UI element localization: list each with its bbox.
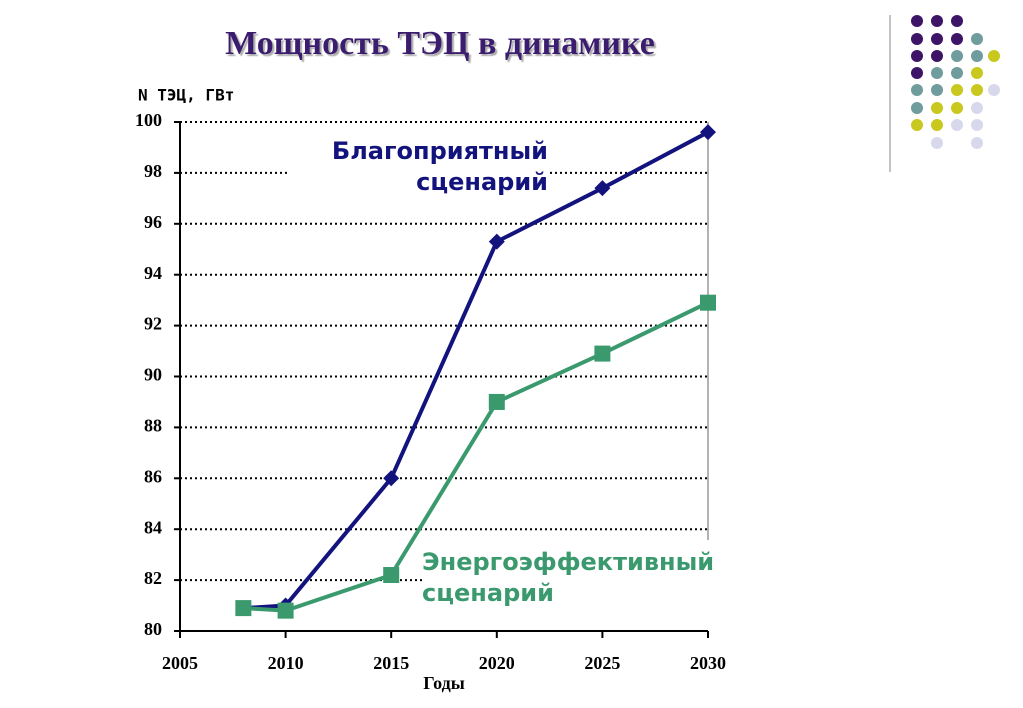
point xyxy=(700,294,716,311)
y-tick-label: 80 xyxy=(144,619,162,639)
y-tick-label: 90 xyxy=(144,365,162,385)
x-tick-label: 2030 xyxy=(690,653,726,673)
y-tick-label: 84 xyxy=(144,517,162,537)
x-axis-label: Годы xyxy=(423,673,465,693)
x-tick-label: 2005 xyxy=(162,653,198,673)
point xyxy=(594,180,611,197)
point xyxy=(277,602,294,619)
x-tick-label: 2010 xyxy=(268,653,304,673)
point xyxy=(488,393,505,410)
decor-dots xyxy=(911,15,1000,149)
y-tick-label: 96 xyxy=(144,212,162,232)
series-annotation: Энергоэффективный сценарий xyxy=(422,547,762,609)
x-tick-label: 2020 xyxy=(479,653,515,673)
point xyxy=(383,470,400,487)
y-tick-label: 94 xyxy=(144,263,162,283)
point xyxy=(488,233,505,250)
y-tick-label: 92 xyxy=(144,314,162,334)
point xyxy=(235,600,252,617)
series-annotation: Благоприятный сценарий xyxy=(288,136,548,198)
chart-title: Мощность ТЭЦ в динамике xyxy=(225,25,655,62)
point xyxy=(383,567,400,584)
point xyxy=(594,345,611,362)
x-tick-label: 2025 xyxy=(584,653,620,673)
y-tick-label: 88 xyxy=(144,416,162,436)
y-tick-label: 98 xyxy=(144,161,162,181)
point xyxy=(700,124,716,141)
y-tick-label: 86 xyxy=(144,466,162,486)
series-line xyxy=(243,130,709,611)
y-axis-label: N ТЭЦ, ГВт xyxy=(138,86,234,105)
x-tick-label: 2015 xyxy=(373,653,409,673)
y-tick-label: 82 xyxy=(144,568,162,588)
y-tick-label: 100 xyxy=(135,110,162,130)
